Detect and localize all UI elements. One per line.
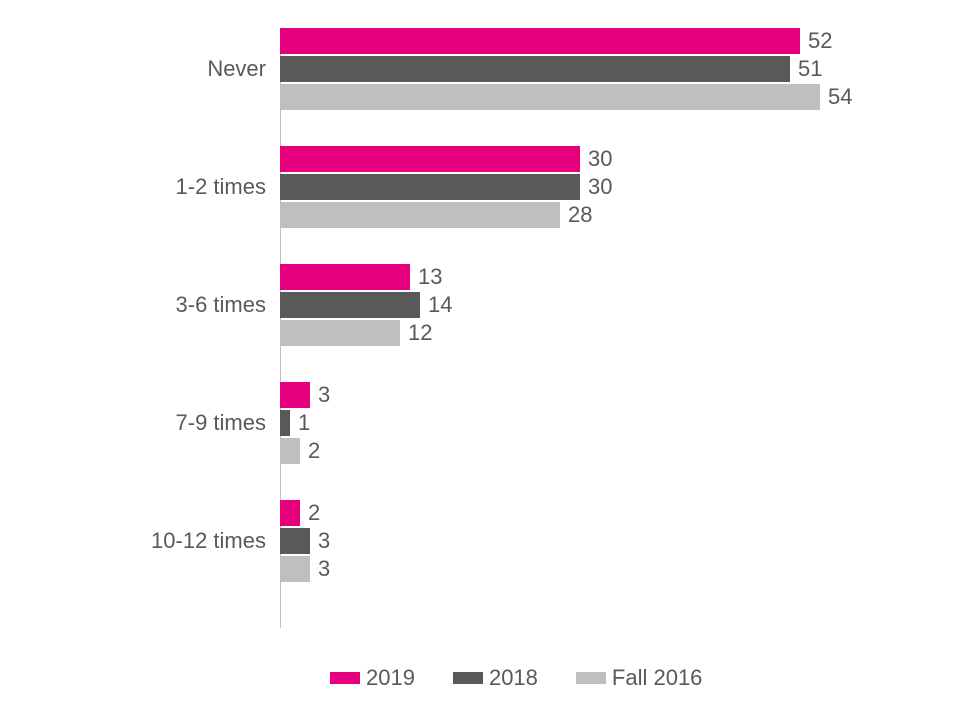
- legend-item: Fall 2016: [576, 665, 703, 691]
- bar-value-label: 13: [410, 264, 442, 290]
- bar: 30: [280, 174, 580, 200]
- bar: 2: [280, 500, 300, 526]
- category-group: Never525154: [280, 28, 880, 110]
- bar: 52: [280, 28, 800, 54]
- legend-label: 2019: [366, 665, 415, 691]
- legend-swatch: [330, 672, 360, 684]
- legend-item: 2019: [330, 665, 415, 691]
- category-label: 7-9 times: [176, 410, 280, 436]
- category-label: 1-2 times: [176, 174, 280, 200]
- category-label: 10-12 times: [151, 528, 280, 554]
- plot-area: Never525154 1-2 times303028 3-6 times13141…: [280, 28, 880, 628]
- legend-label: 2018: [489, 665, 538, 691]
- bar-value-label: 30: [580, 174, 612, 200]
- chart-wrapper: Never5251541-2 times3030283-6 times13141…: [0, 0, 960, 720]
- bar-value-label: 1: [290, 410, 310, 436]
- legend: 2019 2018 Fall 2016: [330, 665, 702, 691]
- legend-swatch: [453, 672, 483, 684]
- bar: 1: [280, 410, 290, 436]
- bar: 3: [280, 528, 310, 554]
- bar-value-label: 14: [420, 292, 452, 318]
- category-label: 3-6 times: [176, 292, 280, 318]
- bar-value-label: 3: [310, 556, 330, 582]
- bar-value-label: 2: [300, 438, 320, 464]
- bar-value-label: 28: [560, 202, 592, 228]
- category-group: 1-2 times303028: [280, 146, 880, 228]
- bar-value-label: 52: [800, 28, 832, 54]
- bar: 13: [280, 264, 410, 290]
- category-group: 3-6 times131412: [280, 264, 880, 346]
- bar-value-label: 54: [820, 84, 852, 110]
- bar: 28: [280, 202, 560, 228]
- bar-value-label: 2: [300, 500, 320, 526]
- bar-value-label: 3: [310, 382, 330, 408]
- bar-value-label: 12: [400, 320, 432, 346]
- bar: 12: [280, 320, 400, 346]
- category-group: 10-12 times233: [280, 500, 880, 582]
- bar: 54: [280, 84, 820, 110]
- bar: 2: [280, 438, 300, 464]
- bar: 3: [280, 382, 310, 408]
- bar: 30: [280, 146, 580, 172]
- legend-item: 2018: [453, 665, 538, 691]
- bar: 14: [280, 292, 420, 318]
- bar-value-label: 30: [580, 146, 612, 172]
- bar-value-label: 3: [310, 528, 330, 554]
- category-label: Never: [207, 56, 280, 82]
- category-group: 7-9 times312: [280, 382, 880, 464]
- bar: 3: [280, 556, 310, 582]
- bar: 51: [280, 56, 790, 82]
- legend-label: Fall 2016: [612, 665, 703, 691]
- bar-value-label: 51: [790, 56, 822, 82]
- legend-swatch: [576, 672, 606, 684]
